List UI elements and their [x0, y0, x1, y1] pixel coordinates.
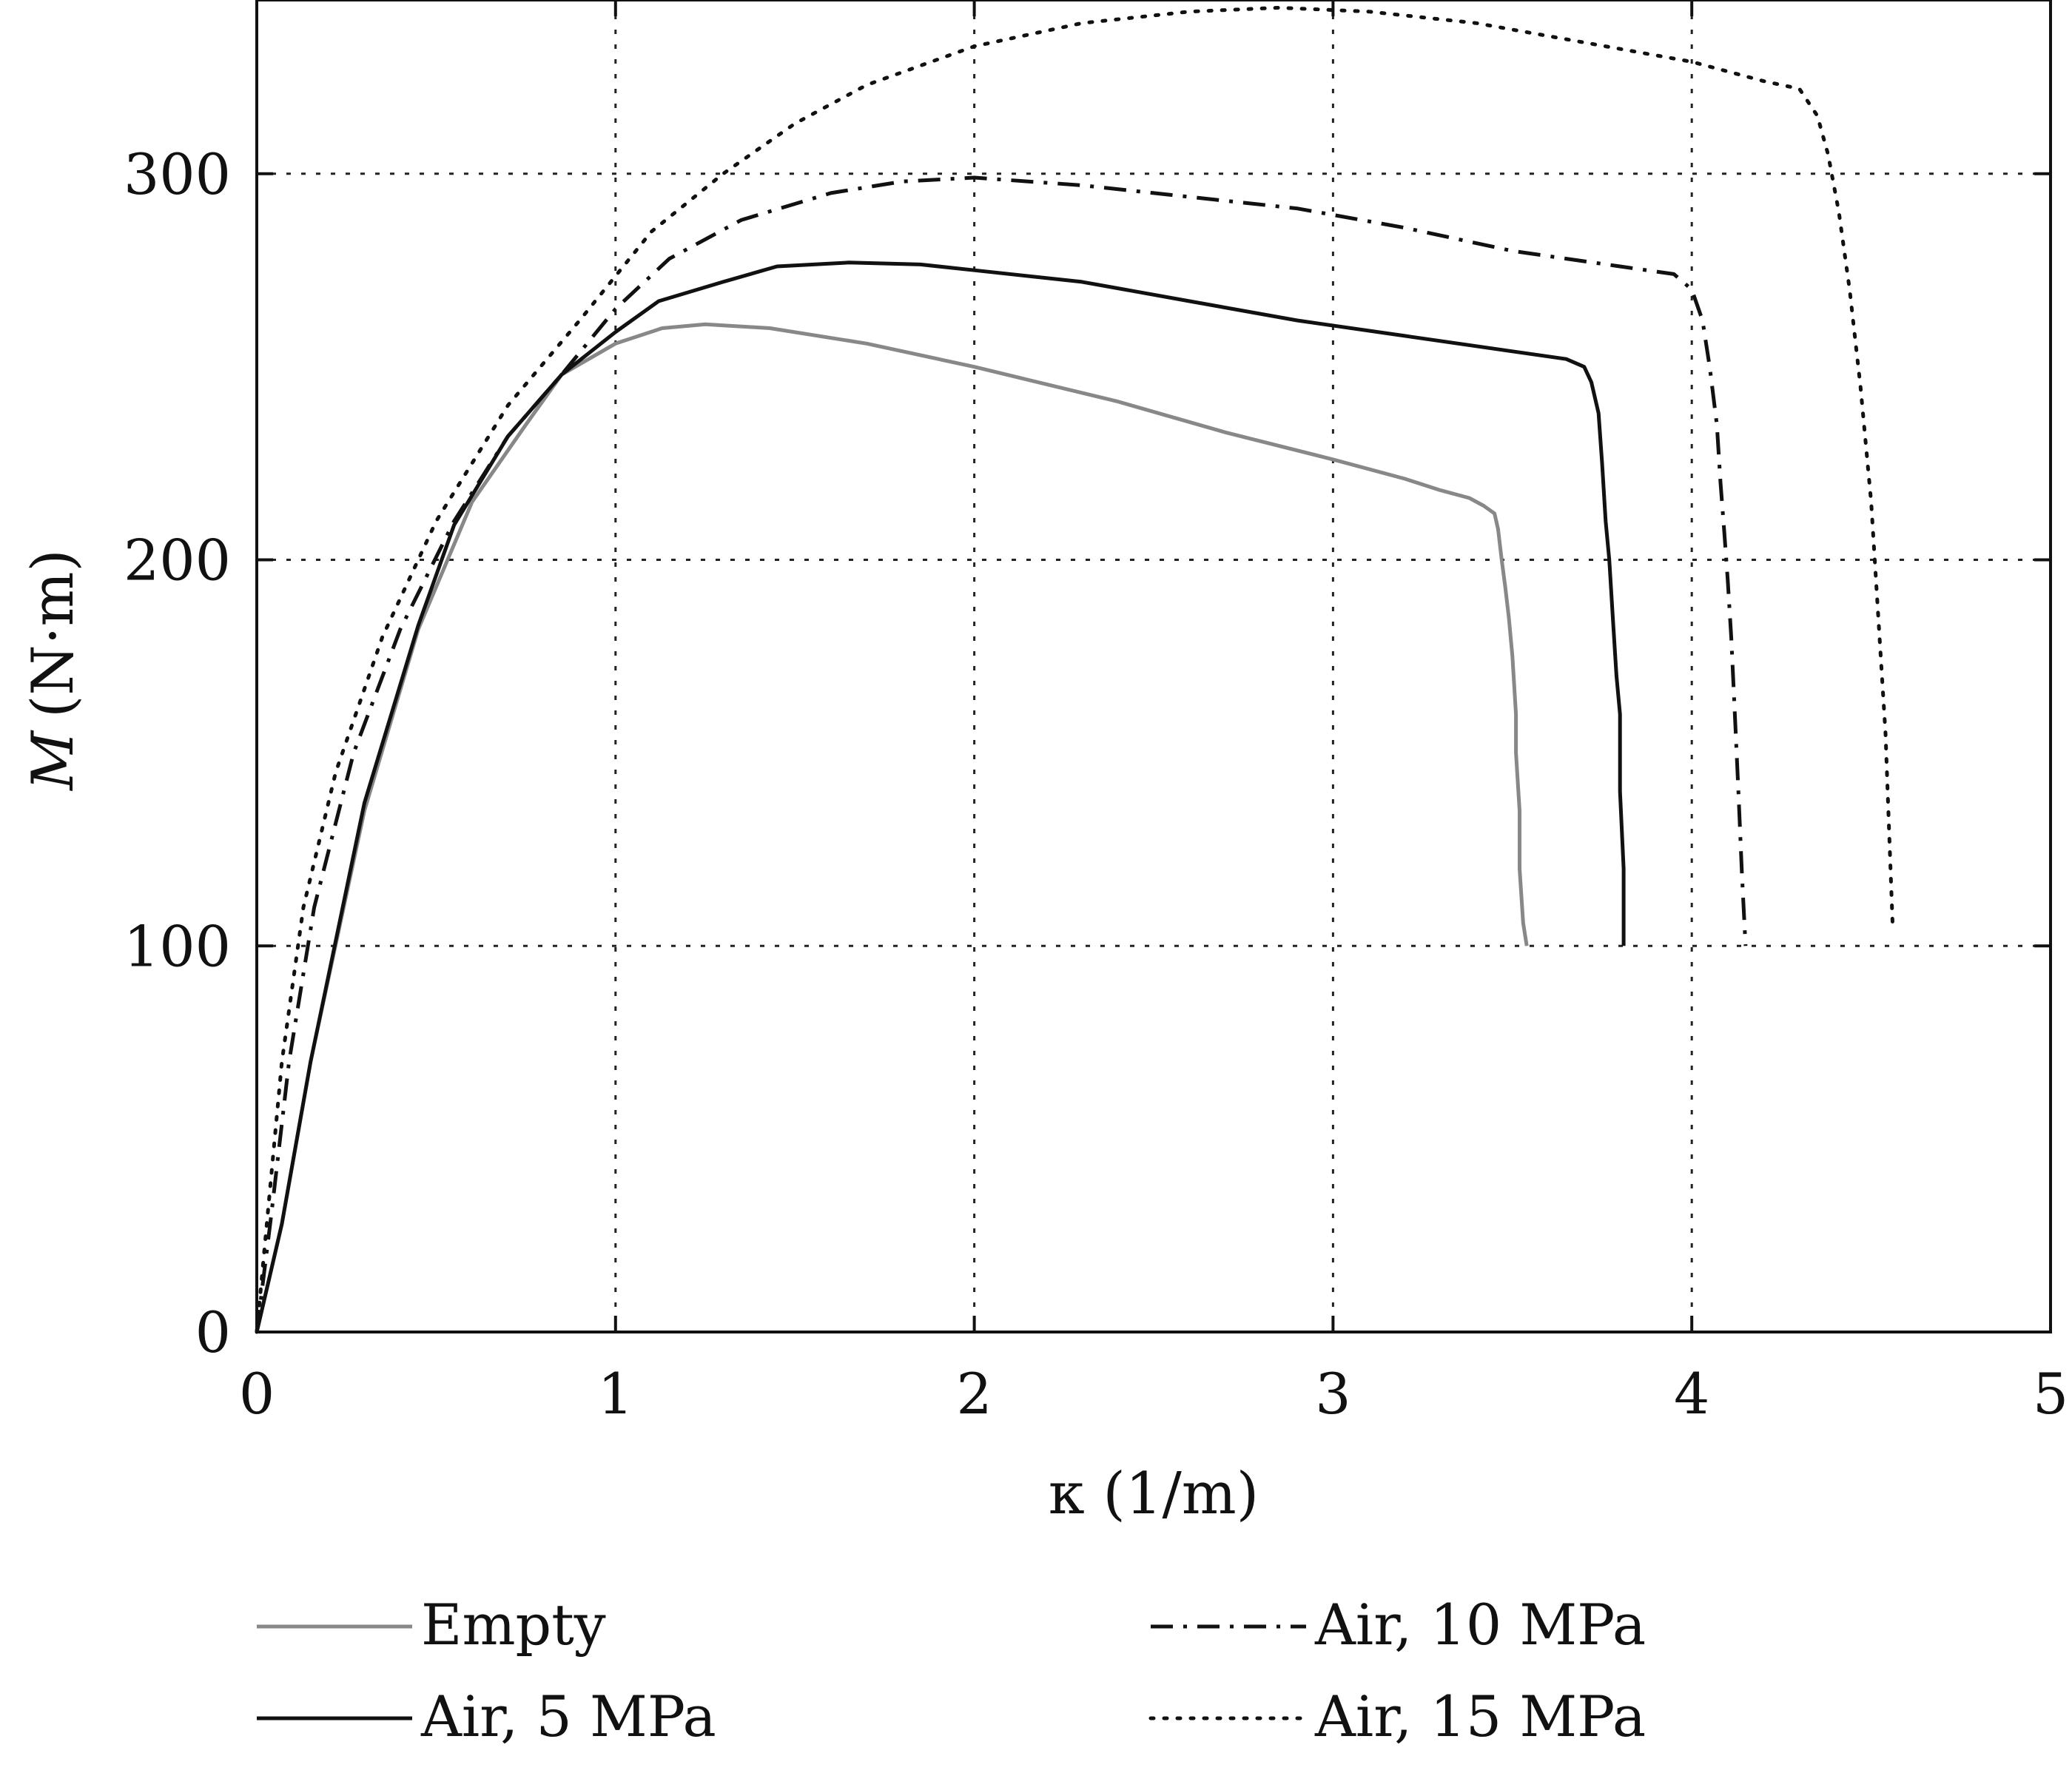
series-line-3 — [255, 175, 1748, 1333]
tick-labels: 0 1 2 3 4 5 0 100 200 300 — [124, 141, 2068, 1427]
plot-frame — [255, 0, 2052, 1333]
y-tick-label: 0 — [195, 1299, 231, 1365]
y-axis-label-unit: (N·m) — [20, 549, 87, 718]
legend-label: Air, 15 MPa — [1314, 1684, 1646, 1749]
legend: Empty Air, 5 MPa Air, 10 MPa Air, 15 MPa — [257, 1592, 1646, 1749]
series-line-1 — [255, 322, 1529, 1333]
x-tick-label: 4 — [1674, 1361, 1709, 1427]
series-lines — [255, 5, 1895, 1334]
x-tick-label: 3 — [1315, 1361, 1350, 1427]
x-tick-label: 2 — [956, 1361, 992, 1427]
y-tick-label: 300 — [124, 141, 231, 207]
x-tick-label: 0 — [239, 1361, 275, 1427]
y-axis-label: M (N·m) — [20, 549, 87, 792]
grid — [257, 0, 2051, 1332]
x-tick-label: 1 — [598, 1361, 633, 1427]
series-line-4 — [255, 5, 1895, 1334]
x-axis-label: κ (1/m) — [1049, 1461, 1259, 1527]
axis-ticks — [255, 0, 2052, 1333]
y-axis-label-group: M (N·m) — [20, 549, 87, 792]
y-axis-label-symbol: M — [20, 730, 87, 792]
legend-label: Empty — [421, 1592, 606, 1658]
x-tick-label: 5 — [2033, 1361, 2068, 1427]
y-tick-label: 200 — [124, 528, 231, 593]
legend-label: Air, 10 MPa — [1314, 1592, 1646, 1658]
series-line-2 — [255, 260, 1626, 1333]
y-tick-label: 100 — [124, 913, 231, 979]
legend-label: Air, 5 MPa — [420, 1684, 716, 1749]
